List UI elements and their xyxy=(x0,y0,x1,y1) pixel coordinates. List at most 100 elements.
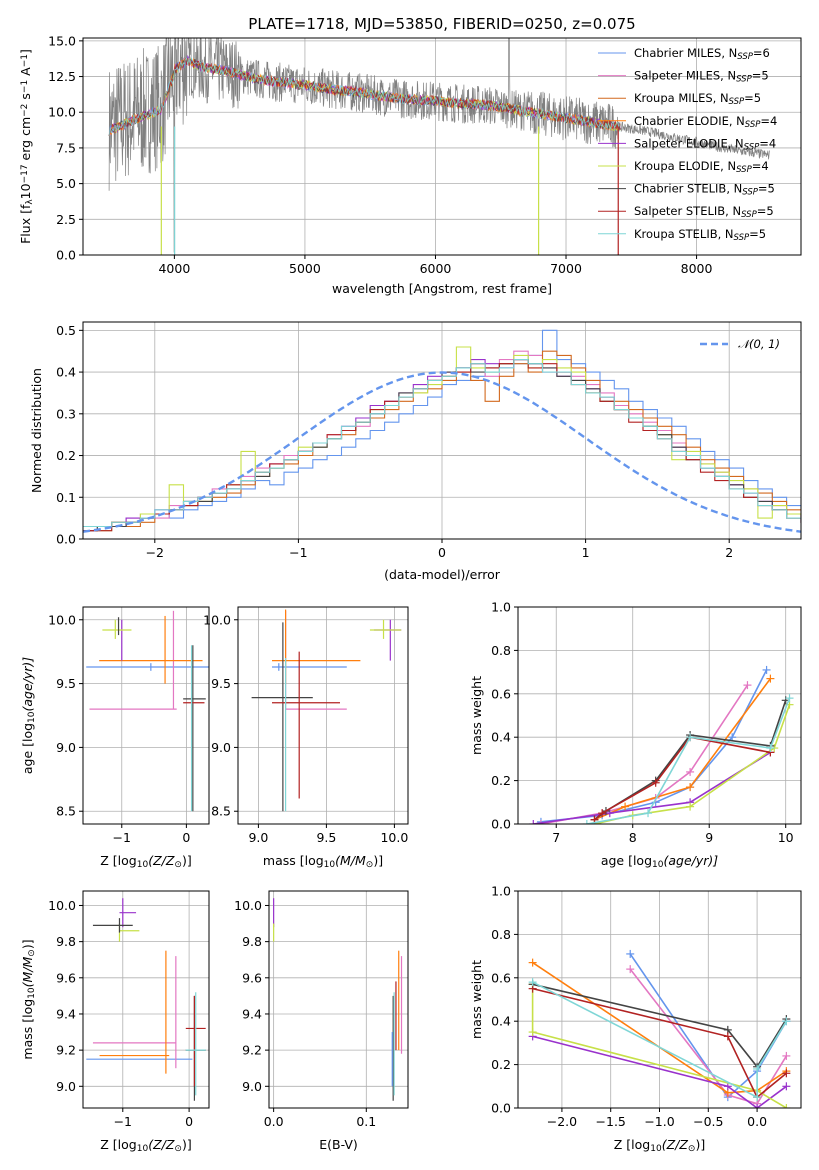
x-tick-label: 9.0 xyxy=(248,830,268,845)
label-part: Salpeter STELIB, N xyxy=(634,204,741,218)
y-tick-label: 0.8 xyxy=(491,643,511,658)
x-tick-label: 9 xyxy=(705,830,713,845)
y-tick-label: 9.0 xyxy=(211,740,231,755)
histogram-step xyxy=(83,359,801,528)
series-line xyxy=(532,987,787,1099)
x-axis-label: Z [log10(Z/Z⊙)] xyxy=(100,853,191,870)
histogram-step xyxy=(83,350,801,532)
y-axis-label: mass [log10(M/M⊙)] xyxy=(20,939,37,1059)
legend-label: Kroupa STELIB, NSSP=5 xyxy=(634,227,766,243)
y-tick-label: 5.0 xyxy=(56,176,76,191)
x-tick-label: 1 xyxy=(582,545,590,560)
legend-label: Chabrier STELIB, NSSP=5 xyxy=(634,182,775,198)
label-part: Z [log xyxy=(614,1137,650,1152)
plot-area xyxy=(108,38,770,255)
label-part: (age/yr)] xyxy=(663,853,718,868)
x-tick-label: 5000 xyxy=(289,261,321,276)
label-part: =6 xyxy=(753,46,770,60)
y-tick-label: 1.0 xyxy=(491,884,511,899)
y-axis-label: mass weight xyxy=(469,676,484,755)
spectrum-model-line xyxy=(108,56,621,136)
label-part: (age/yr)] xyxy=(20,657,35,712)
x-axis-label: (data-model)/error xyxy=(384,567,501,582)
y-tick-label: 9.5 xyxy=(211,676,231,691)
y-tick-label: 0.4 xyxy=(491,730,511,745)
label-part: Kroupa STELIB, N xyxy=(634,227,734,241)
label-part: −1 xyxy=(20,80,30,93)
legend-label: Salpeter STELIB, NSSP=5 xyxy=(634,204,774,220)
x-tick-label: −2.0 xyxy=(547,1114,577,1129)
x-tick-label: 4000 xyxy=(158,261,190,276)
legend-label: Kroupa MILES, NSSP=5 xyxy=(634,91,761,107)
panel-mass-vs-Z: −1 09.09.29.49.69.810.0Z [log10(Z/Z⊙)]mas… xyxy=(20,890,210,1154)
label-part: 10 xyxy=(27,987,37,999)
y-tick-label: 0.2 xyxy=(491,773,511,788)
label-part: −17 xyxy=(20,164,30,183)
label-part: λ xyxy=(25,199,35,205)
y-axis-label: mass weight xyxy=(469,960,484,1039)
chart-title: PLATE=1718, MJD=53850, FIBERID=0250, z=0… xyxy=(248,15,635,33)
label-part: erg cm xyxy=(18,117,33,165)
y-tick-label: 0.0 xyxy=(491,817,511,832)
label-part: Flux [f xyxy=(18,204,33,244)
label-part: Z [log xyxy=(100,853,136,868)
label-part: 10 xyxy=(650,1144,662,1154)
label-part: SSP xyxy=(729,97,745,107)
panel-age-vs-mass: 9.0 9.5 10.0 8.5 9.0 9.5 10.0 mass [log10(M/M⊙)… xyxy=(203,606,409,870)
y-axis-label: Flux [fλ10−17 erg cm−2 s−1 A−1] xyxy=(18,49,35,244)
label-part: SSP xyxy=(734,233,750,243)
x-tick-label: −1 xyxy=(114,1114,132,1129)
label-part: SSP xyxy=(737,52,753,62)
x-tick-label: −1 xyxy=(113,830,131,845)
label-part: SSP xyxy=(742,188,758,198)
plot-area xyxy=(86,898,206,1101)
y-tick-label: 9.4 xyxy=(56,1006,76,1021)
histogram-step xyxy=(83,359,801,532)
y-tick-label: 10.0 xyxy=(234,898,262,913)
x-tick-label: −0.5 xyxy=(693,1114,723,1129)
panel-age-vs-Z: −1 08.59.09.510.0Z [log10(Z/Z⊙)]age [log1… xyxy=(20,606,210,870)
histogram-step xyxy=(83,359,801,532)
label-part: =5 xyxy=(757,204,774,218)
plot-area xyxy=(86,610,209,812)
axes-frame xyxy=(82,37,802,256)
y-tick-label: 10.0 xyxy=(48,105,76,120)
legend-label: Kroupa ELODIE, NSSP=4 xyxy=(634,159,769,175)
y-tick-label: 10.0 xyxy=(203,612,231,627)
label-part: SSP xyxy=(736,165,752,175)
label-part: SSP xyxy=(736,75,752,85)
x-tick-label: 10.0 xyxy=(380,830,408,845)
label-part: )] xyxy=(373,853,383,868)
plot-area xyxy=(529,665,794,824)
label-part: ⊙ xyxy=(366,860,374,870)
label-part: (Z/Z xyxy=(148,1137,175,1152)
y-tick-label: 8.5 xyxy=(56,804,76,819)
y-tick-label: 0.3 xyxy=(56,406,76,421)
y-tick-label: 9.2 xyxy=(242,1043,262,1058)
gaussian-curve xyxy=(83,371,801,533)
y-tick-label: 7.5 xyxy=(56,140,76,155)
label-part: 10 xyxy=(652,860,664,870)
y-tick-label: 0.4 xyxy=(491,1014,511,1029)
x-tick-label: 2 xyxy=(725,545,733,560)
label-part: SSP xyxy=(744,143,760,153)
label-part: 10 xyxy=(137,1144,149,1154)
label-part: (M/M xyxy=(335,853,366,868)
label-part: (Z/Z xyxy=(148,853,175,868)
label-part: ] xyxy=(18,49,33,54)
x-axis-label: wavelength [Angstrom, rest frame] xyxy=(332,281,552,296)
label-part: ⊙ xyxy=(174,860,182,870)
plot-area xyxy=(528,949,791,1108)
label-part: ⊙ xyxy=(27,949,37,957)
y-axis-label: Normed distribution xyxy=(29,368,44,493)
series-line xyxy=(629,968,788,1105)
histogram-step xyxy=(83,350,801,532)
y-tick-label: 9.0 xyxy=(56,1079,76,1094)
label-part: =5 xyxy=(749,227,766,241)
label-part: Kroupa ELODIE, N xyxy=(634,159,736,173)
y-tick-label: 0.0 xyxy=(56,248,76,263)
x-tick-label: 10 xyxy=(778,830,794,845)
label-part: SSP xyxy=(741,210,757,220)
y-tick-label: 0.4 xyxy=(56,365,76,380)
